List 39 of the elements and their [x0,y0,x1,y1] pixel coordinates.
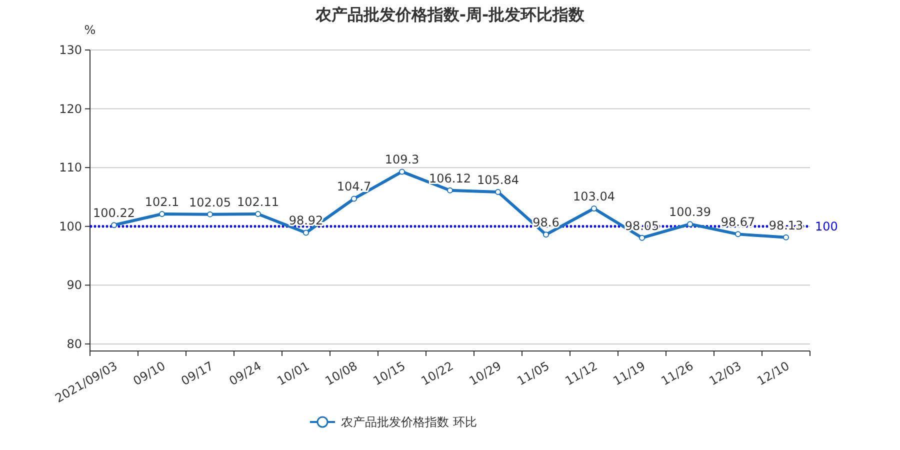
point [495,189,501,196]
point [639,234,645,241]
data-label: 98.92 [288,214,324,228]
data-label: 104.7 [336,180,372,194]
point [399,168,405,175]
y-tick-label: 110 [59,160,82,175]
point [447,187,453,194]
point [687,221,693,228]
y-axis-title: % [84,23,96,37]
data-label: 109.3 [384,152,420,167]
data-label: 105.84 [477,173,519,188]
point [351,196,357,202]
ref-line-label: 100 [815,219,838,234]
y-tick-label: 90 [66,278,82,292]
y-tick-label: 100 [59,219,82,234]
point [255,210,261,217]
point [303,230,309,236]
data-label: 102.11 [237,194,279,209]
point [591,205,597,212]
data-label: 98.13 [768,218,804,232]
data-label: 100.22 [93,206,135,220]
y-tick-label: 120 [59,102,82,116]
data-label: 103.04 [573,189,615,204]
y-tick-label: 130 [59,43,82,57]
point [735,231,741,238]
point [207,211,213,218]
point [783,234,789,240]
point [111,222,117,228]
y-tick-label: 80 [66,336,82,351]
data-label: 106.12 [429,171,471,186]
point [543,232,549,238]
data-label: 98.05 [624,218,660,233]
point [159,211,165,218]
chart-title: 农产品批发价格指数-周-批发环比指数 [314,5,586,24]
data-label: 102.1 [144,195,180,210]
data-label: 98.67 [720,215,756,230]
data-label: 102.05 [189,195,231,210]
legend-label: 农产品批发价格指数 环比 [341,415,477,429]
data-label: 100.39 [669,205,711,220]
